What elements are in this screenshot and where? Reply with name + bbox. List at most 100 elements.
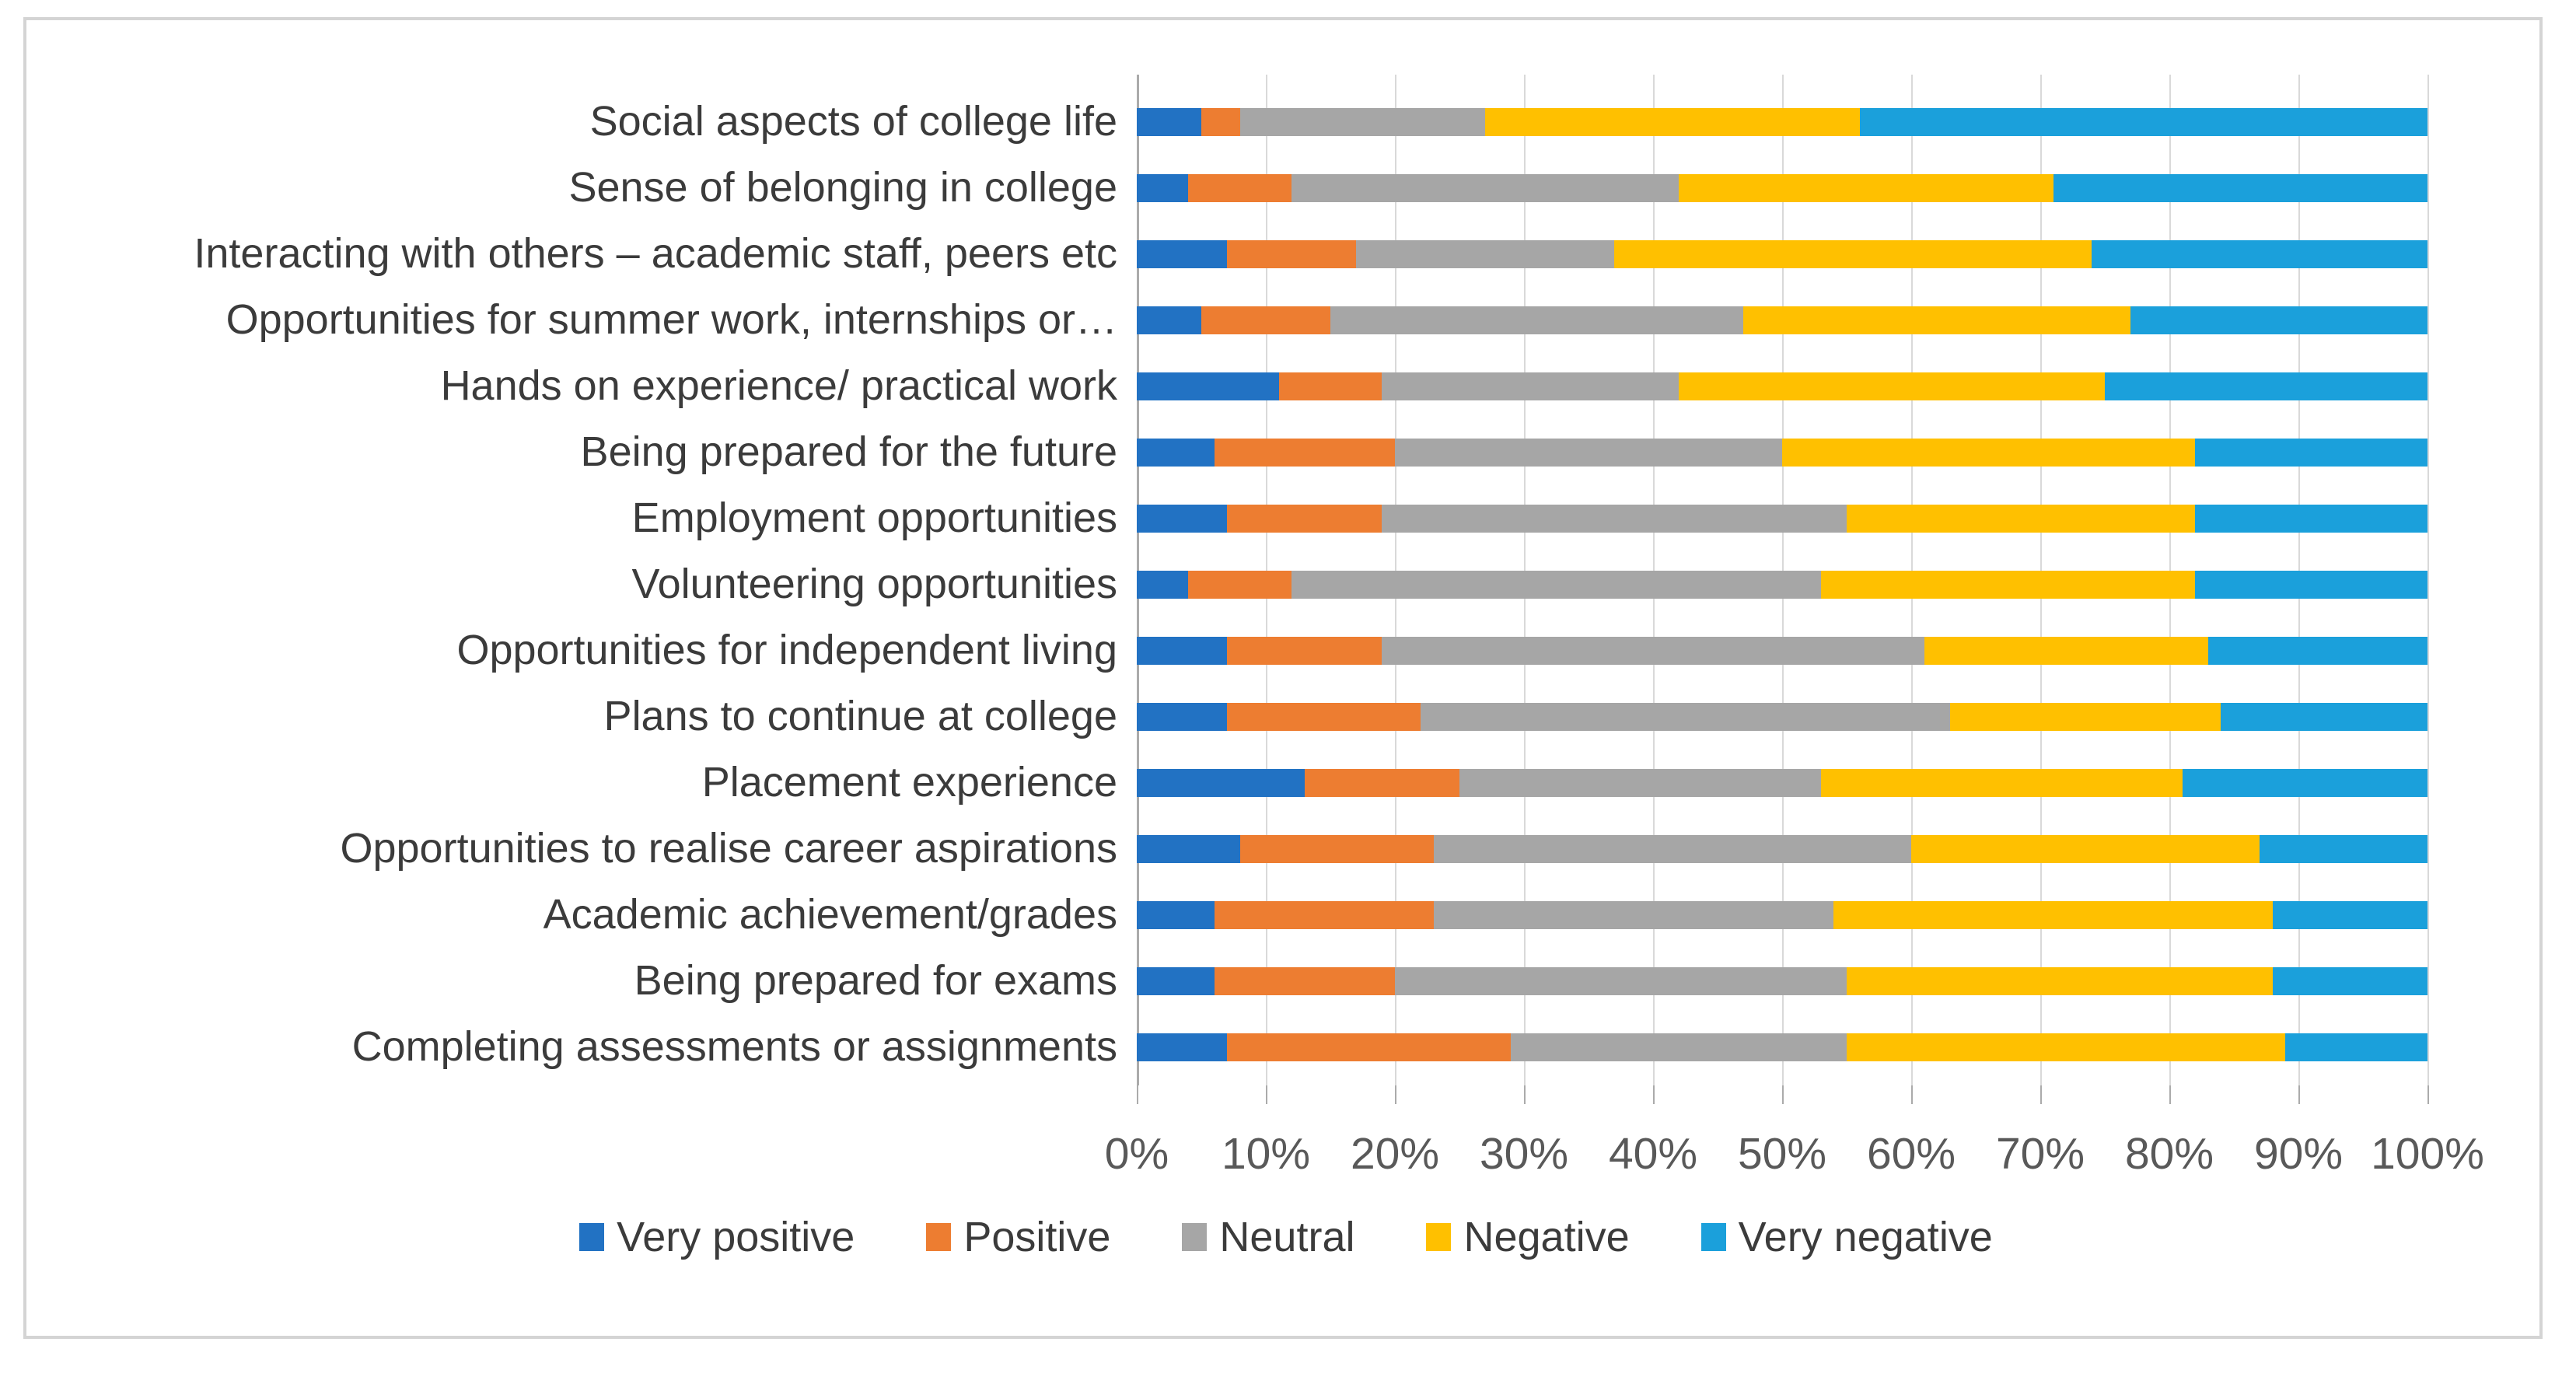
bar-segment-negative [1614,239,2092,268]
x-axis-tick-label: 80% [2124,1129,2214,1179]
x-axis-tick-label: 70% [1995,1129,2085,1179]
bar-segment-very-positive [1137,306,1201,334]
chart-row-interacting-with-others-academic-staff-peers-etc: Interacting with others – academic staff… [26,221,2437,287]
bar-segment-negative [1846,504,2196,533]
bar-rows: Social aspects of college life Sense of b… [26,89,2437,1080]
bar-segment-very-negative [2130,306,2427,334]
axis-tick [1266,1085,1267,1104]
chart-row-hands-on-experience-practical-work: Hands on experience/ practical work [26,353,2437,419]
category-label: Interacting with others – academic staff… [194,230,1117,278]
bar-segment-very-positive [1137,438,1215,467]
bar-segment-very-negative [2272,900,2427,929]
x-axis-tick-label: 100% [2371,1129,2484,1179]
category-label: Sense of belonging in college [568,164,1117,211]
axis-tick [1395,1085,1396,1104]
legend-swatch-very-positive-icon [579,1223,605,1251]
bar-segment-positive [1227,702,1421,731]
bar-segment-very-positive [1137,1033,1228,1061]
chart-figure: Social aspects of college life Sense of b… [23,17,2543,1339]
gridline-100 [2427,75,2429,1104]
bar-segment-very-negative [2285,1033,2427,1061]
bar-segment-very-positive [1137,834,1240,863]
bar-segment-positive [1188,570,1292,599]
bar-track [1137,768,2427,797]
bar-segment-very-positive [1137,107,1201,136]
bar-segment-negative [1781,438,2196,467]
bar-segment-positive [1227,239,1357,268]
x-axis-tick-label: 10% [1221,1129,1311,1179]
category-label: Employment opportunities [631,495,1117,542]
bar-segment-positive [1227,636,1382,665]
bar-segment-neutral [1421,702,1950,731]
bar-segment-negative [1846,966,2273,995]
bar-segment-very-negative [2272,966,2427,995]
bar-track [1137,900,2427,929]
bar-track [1137,1033,2427,1061]
bar-segment-very-positive [1137,570,1189,599]
bar-segment-very-negative [2195,438,2427,467]
legend-swatch-negative-icon [1426,1223,1452,1251]
bar-segment-neutral [1330,306,1744,334]
legend-item-neutral: Neutral [1182,1213,1354,1261]
chart-row-opportunities-to-realise-career-aspirations: Opportunities to realise career aspirati… [26,816,2437,882]
bar-segment-very-negative [2195,504,2427,533]
axis-tick [1911,1085,1913,1104]
legend-label: Neutral [1219,1214,1355,1260]
bar-segment-very-positive [1137,372,1279,400]
x-axis-tick-label: 0% [1104,1129,1169,1179]
bar-segment-negative [1820,570,2196,599]
bar-segment-positive [1227,1033,1512,1061]
bar-segment-positive [1214,438,1395,467]
x-axis-tick-label: 50% [1737,1129,1827,1179]
legend-label: Very negative [1738,1214,1993,1260]
chart-row-opportunities-for-independent-living: Opportunities for independent living [26,617,2437,683]
category-label: Plans to continue at college [603,693,1117,740]
legend-label: Positive [963,1214,1111,1260]
category-label: Placement experience [701,759,1117,806]
bar-segment-very-negative [1859,107,2427,136]
axis-tick [2040,1085,2042,1104]
axis-tick [2169,1085,2171,1104]
bar-segment-positive [1201,107,1240,136]
legend: Very positive Positive Neutral Negative Very… [26,1213,2546,1261]
axis-tick [1137,1085,1138,1104]
bar-segment-neutral [1511,1033,1847,1061]
category-label: Being prepared for exams [634,957,1117,1005]
bar-segment-positive [1214,966,1395,995]
bar-track [1137,438,2427,467]
bar-segment-very-negative [2260,834,2427,863]
category-label: Academic achievement/grades [543,891,1117,938]
bar-segment-negative [1924,636,2208,665]
bar-segment-neutral [1239,107,1486,136]
bar-segment-very-negative [2207,636,2427,665]
category-label: Being prepared for the future [580,428,1117,476]
bar-segment-neutral [1433,834,1911,863]
x-axis-tick-label: 20% [1350,1129,1440,1179]
category-label: Hands on experience/ practical work [440,362,1117,410]
bar-segment-very-negative [2053,173,2427,202]
chart-row-being-prepared-for-exams: Being prepared for exams [26,948,2437,1014]
chart-row-opportunities-for-summer-work-internships-or: Opportunities for summer work, internshi… [26,287,2437,353]
bar-segment-negative [1485,107,1860,136]
bar-segment-neutral [1382,636,1924,665]
bar-track [1137,966,2427,995]
chart-row-sense-of-belonging-in-college: Sense of belonging in college [26,155,2437,221]
x-axis-tick-label: 60% [1866,1129,1956,1179]
legend-label: Very positive [617,1214,855,1260]
legend-item-very-negative: Very negative [1700,1213,1993,1261]
bar-segment-negative [1833,900,2273,929]
category-label: Opportunities for independent living [456,627,1117,674]
bar-segment-very-negative [2104,372,2427,400]
bar-segment-negative [1949,702,2221,731]
bar-segment-very-positive [1137,636,1228,665]
bar-segment-neutral [1291,173,1679,202]
chart-row-employment-opportunities: Employment opportunities [26,485,2437,551]
bar-segment-very-positive [1137,173,1189,202]
x-axis-tick-label: 90% [2253,1129,2344,1179]
legend-item-positive: Positive [926,1213,1110,1261]
bar-segment-positive [1214,900,1434,929]
chart-row-placement-experience: Placement experience [26,750,2437,816]
bar-segment-very-positive [1137,900,1215,929]
bar-segment-neutral [1394,966,1847,995]
axis-tick [1524,1085,1526,1104]
